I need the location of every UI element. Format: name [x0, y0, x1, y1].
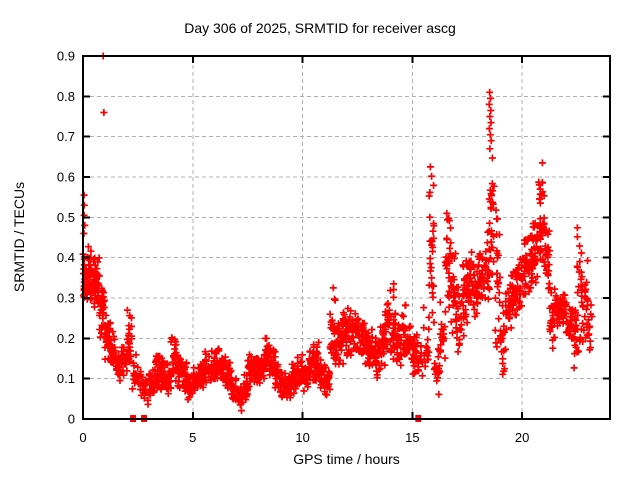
y-tick-label: 0.9: [57, 49, 75, 64]
x-tick-label: 15: [405, 430, 419, 445]
y-tick-label: 0.6: [57, 170, 75, 185]
data-points: [79, 52, 596, 415]
x-tick-label: 0: [79, 430, 86, 445]
y-tick-label: 0.4: [57, 250, 75, 265]
x-tick-label: 5: [189, 430, 196, 445]
tick-marks: [82, 55, 610, 420]
plot-border: [82, 55, 611, 420]
y-tick-label: 0.8: [57, 89, 75, 104]
y-tick-label: 0.5: [57, 210, 75, 225]
y-tick-label: 0.2: [57, 331, 75, 346]
y-tick-label: 0.1: [57, 371, 75, 386]
x-tick-label: 20: [515, 430, 529, 445]
chart-title: Day 306 of 2025, SRMTID for receiver asc…: [184, 20, 456, 36]
y-tick-label: 0.7: [57, 129, 75, 144]
x-tick-label: 10: [295, 430, 309, 445]
y-tick-label: 0.3: [57, 291, 75, 306]
x-axis-label: GPS time / hours: [293, 451, 400, 467]
y-tick-label: 0: [68, 412, 75, 427]
